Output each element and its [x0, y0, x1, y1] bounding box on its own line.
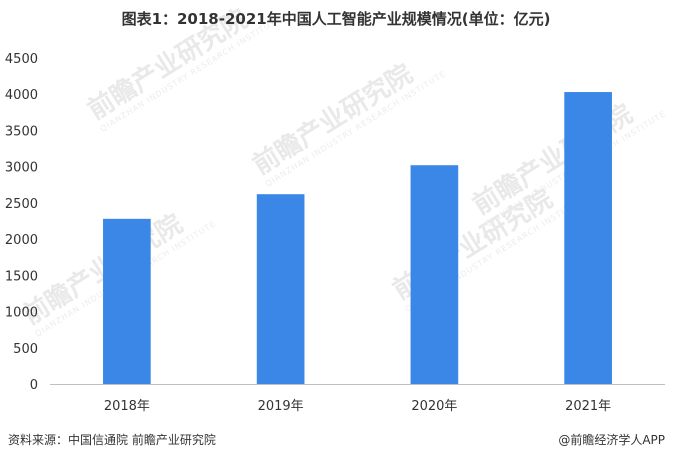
y-tick-label: 1500: [5, 269, 38, 284]
y-tick-label: 2500: [5, 197, 38, 212]
watermark-text: 前瞻产业研究院: [247, 58, 418, 181]
bar-2: [256, 194, 305, 384]
y-tick-label: 0: [30, 378, 38, 393]
watermark-text: 前瞻产业研究院: [17, 208, 188, 331]
source-note: 资料来源：中国信通院 前瞻产业研究院: [8, 432, 216, 447]
bars: [103, 92, 612, 384]
bar-4: [564, 92, 612, 384]
x-tick-label: 2020年: [411, 399, 457, 414]
y-tick-label: 4500: [5, 52, 38, 67]
y-tick-label: 1000: [5, 306, 38, 321]
y-tick-label: 2000: [5, 233, 38, 248]
y-tick-label: 3500: [5, 124, 38, 139]
x-tick-label: 2021年: [565, 399, 611, 414]
x-tick-label: 2018年: [104, 399, 150, 414]
chart-title: 图表1：2018-2021年中国人工智能产业规模情况(单位：亿元): [122, 10, 551, 28]
y-tick-label: 500: [13, 342, 38, 357]
bar-3: [410, 165, 459, 384]
x-axis-ticks: 2018年 2019年 2020年 2021年: [104, 399, 611, 414]
brand-note: @前瞻经济学人APP: [558, 432, 665, 447]
x-tick-label: 2019年: [258, 399, 304, 414]
y-axis-ticks: 0 500 1000 1500 2000 2500 3000 3500 4000 4500: [5, 52, 38, 393]
y-tick-label: 4000: [5, 88, 38, 103]
y-tick-label: 3000: [5, 161, 38, 176]
bar-1: [103, 218, 151, 384]
